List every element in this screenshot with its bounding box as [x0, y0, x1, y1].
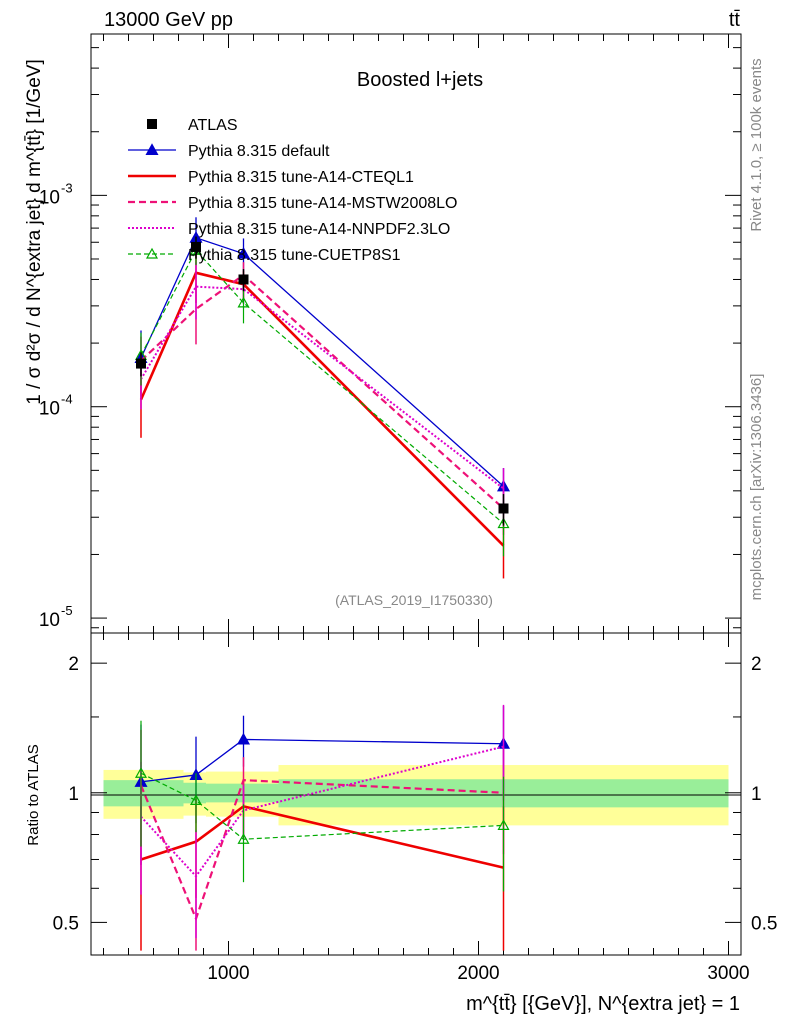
ratio-marker: [134, 767, 148, 778]
legend-label: Pythia 8.315 tune-CUETP8S1: [188, 247, 401, 264]
ratio-line: [140, 738, 504, 783]
y-tick-label-ratio: 2: [68, 654, 79, 675]
ratio-line: [140, 745, 504, 878]
atlas-data: [136, 236, 509, 526]
y-tick-label-ratio-right: 1: [751, 784, 762, 805]
legend-label: Pythia 8.315 default: [188, 143, 330, 160]
x-tick-label: 3000: [707, 963, 749, 984]
legend-label: Pythia 8.315 tune-A14-NNPDF2.3LO: [188, 221, 450, 238]
main-series-layer: [134, 217, 511, 579]
series-line: [140, 273, 505, 510]
ratio-line: [139, 778, 504, 922]
y-tick-exponent: -4: [61, 392, 73, 407]
x-axis-label: m^{tt̄} [{GeV}], N^{extra jet} = 1: [466, 993, 740, 1015]
series-marker: [497, 517, 510, 529]
x-tick-label: 2000: [457, 963, 499, 984]
data-point: [498, 503, 509, 514]
data-point: [136, 358, 146, 369]
series-line: [140, 249, 504, 525]
legend: ATLAS Pythia 8.315 default Pythia 8.315 tu…: [128, 117, 457, 264]
series-line: [140, 236, 504, 487]
legend-label: ATLAS: [188, 117, 238, 134]
legend-label: Pythia 8.315 tune-A14-CTEQL1: [188, 169, 414, 186]
legend-entry-3: Pythia 8.315 tune-A14-MSTW2008LO: [128, 195, 457, 212]
data-point: [191, 241, 201, 252]
ratio-marker: [497, 819, 510, 830]
y-tick-label-ratio-right: 0.5: [751, 913, 777, 934]
ratio-line: [140, 772, 504, 840]
ratio-series-layer: [134, 704, 511, 951]
band-green: [206, 783, 279, 803]
ratio-series-5: [134, 720, 510, 892]
series-marker: [236, 246, 251, 259]
side-text-mcplots: mcplots.cern.ch [arXiv:1306.3436]: [748, 374, 765, 601]
data-point: [238, 274, 249, 285]
y-tick-label: 10: [39, 187, 60, 208]
legend-entry-5: Pythia 8.315 tune-CUETP8S1: [128, 247, 401, 264]
series-line: [140, 285, 505, 490]
y-tick-label-ratio-right: 2: [751, 654, 762, 675]
ratio-marker: [236, 732, 251, 745]
y-tick-exponent: -3: [61, 180, 73, 195]
legend-entry-1: Pythia 8.315 default: [128, 143, 330, 160]
y-axis-label-ratio: Ratio to ATLAS: [25, 744, 42, 845]
y-tick-label-ratio: 0.5: [53, 913, 79, 934]
band-green: [183, 782, 206, 804]
series-marker: [237, 296, 250, 308]
analysis-tag: (ATLAS_2019_I1750330): [335, 592, 493, 608]
ratio-marker: [189, 794, 203, 806]
x-tick-label: 1000: [207, 963, 249, 984]
legend-entry-4: Pythia 8.315 tune-A14-NNPDF2.3LO: [128, 221, 450, 238]
y-tick-exponent: -5: [61, 603, 73, 618]
y-axis-label-main: 1 / σ d²σ / d N^{extra jet} d m^{tt̄} [1…: [24, 59, 45, 404]
legend-marker: [145, 143, 159, 155]
legend-label: Pythia 8.315 tune-A14-MSTW2008LO: [188, 195, 457, 212]
y-tick-label: 10: [39, 399, 60, 420]
ratio-marker: [237, 833, 250, 844]
plot-title: Boosted l+jets: [357, 69, 483, 91]
legend-entry-atlas: ATLAS: [147, 117, 238, 134]
legend-entry-2: Pythia 8.315 tune-A14-CTEQL1: [128, 169, 414, 186]
y-tick-label-ratio: 1: [68, 784, 79, 805]
legend-marker: [147, 119, 157, 129]
header-left: 13000 GeV pp: [104, 9, 233, 31]
header-right: tt̄: [729, 9, 741, 31]
ratio-frame: [90, 632, 742, 956]
side-text-rivet: Rivet 4.1.0, ≥ 100k events: [748, 58, 765, 231]
legend-marker: [145, 247, 159, 259]
y-tick-label: 10: [39, 610, 60, 631]
